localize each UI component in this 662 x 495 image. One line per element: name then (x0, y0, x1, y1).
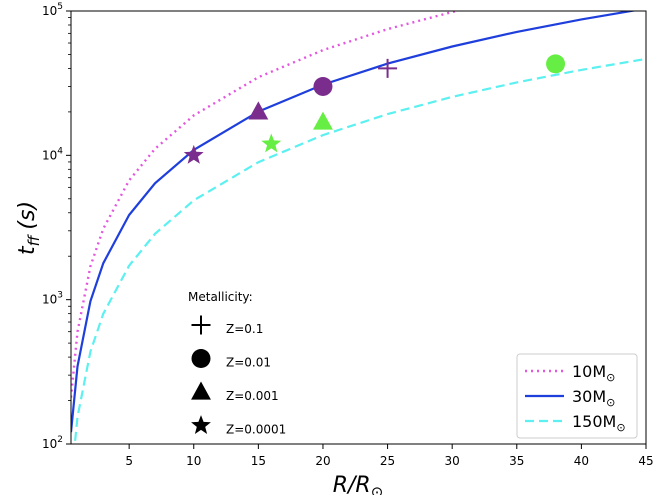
series-line-1 (71, 11, 638, 433)
x-tick-label: 30 (445, 454, 460, 468)
x-tick-label: 45 (638, 454, 653, 468)
x-tick-label: 5 (125, 454, 133, 468)
x-tick-label: 20 (315, 454, 330, 468)
data-point-triangle-5 (313, 111, 333, 130)
key-marker-star (191, 415, 211, 434)
y-tick-label: 102 (42, 435, 63, 451)
x-tick-label: 10 (186, 454, 201, 468)
y-axis-label-sub: ff (25, 233, 43, 246)
key-marker-triangle (191, 381, 211, 400)
series-line-0 (71, 11, 463, 398)
points-layer (183, 54, 566, 164)
data-point-star-0 (183, 144, 204, 164)
y-axis-label-main: t (15, 245, 40, 255)
key-marker-circle (191, 349, 211, 368)
x-axis-label: R/R⊙ (333, 473, 384, 495)
y-tick-label: 104 (42, 146, 63, 162)
key-label: Z=0.1 (226, 322, 263, 336)
metallicity-key-title: Metallicity: (188, 290, 253, 304)
x-tick-label: 35 (509, 454, 524, 468)
data-point-star-4 (261, 133, 282, 153)
legend-label: 150M⊙ (572, 412, 626, 434)
x-tick-label: 25 (380, 454, 395, 468)
x-tick-label: 15 (251, 454, 266, 468)
data-point-triangle-1 (248, 101, 269, 120)
legend-label: 30M⊙ (572, 387, 615, 409)
legend-frame (516, 353, 638, 439)
key-label: Z=0.001 (226, 389, 279, 403)
data-point-circle-6 (546, 54, 566, 74)
key-label: Z=0.01 (226, 356, 271, 370)
x-axis-label-main: R/R (333, 473, 371, 495)
y-axis-label-unit: (s) (15, 201, 40, 230)
x-tick-label: 40 (574, 454, 589, 468)
metallicity-key: Metallicity: Z=0.1 Z=0.01 Z=0.001 Z=0.0001 (188, 290, 286, 437)
x-axis-label-sub: ⊙ (371, 483, 384, 495)
x-axis: 5 10 15 20 25 30 35 40 45 (125, 444, 654, 468)
legend: 10M⊙ 30M⊙ 150M⊙ (516, 353, 638, 439)
y-tick-label: 105 (42, 2, 63, 18)
y-axis-label: tff (s) (15, 201, 43, 255)
plot-frame (70, 10, 647, 445)
data-point-circle-2 (313, 76, 333, 96)
key-label: Z=0.0001 (226, 423, 286, 437)
series-line-2 (73, 57, 646, 444)
legend-label: 10M⊙ (572, 362, 615, 384)
y-tick-label: 103 (42, 291, 63, 307)
curves-layer (71, 11, 646, 444)
y-axis: 102 103 104 105 (42, 2, 71, 451)
key-marker-plus (191, 315, 211, 335)
data-point-plus-3 (378, 58, 398, 78)
